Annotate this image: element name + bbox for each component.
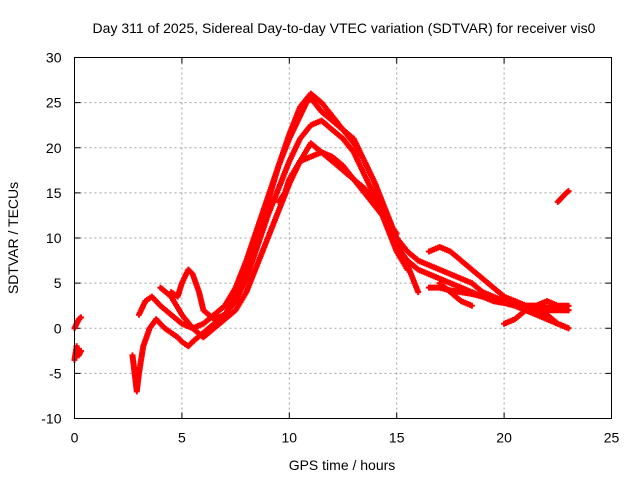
y-tick-label: 5: [54, 275, 62, 291]
series-track-7: [275, 149, 400, 237]
series-track-10: [436, 280, 475, 309]
series-track-2: [71, 314, 84, 332]
y-tick-label: -5: [49, 365, 62, 381]
plot-frame: [74, 57, 612, 419]
y-tick-label: 20: [46, 140, 62, 156]
y-tick-label: 0: [54, 320, 62, 336]
series-track-6: [157, 140, 422, 341]
chart-title: Day 311 of 2025, Sidereal Day-to-day VTE…: [93, 20, 596, 36]
series-track-12: [554, 188, 572, 205]
data-point: [393, 230, 400, 237]
x-tick-label: 15: [389, 430, 405, 446]
data-point: [415, 289, 422, 296]
y-axis-ticks: -10 -5 0 5 10 15 20 25 30: [41, 50, 612, 427]
y-tick-label: 15: [46, 185, 62, 201]
grid-lines: [74, 57, 612, 419]
y-tick-label: -10: [41, 411, 61, 427]
data-point: [565, 188, 572, 195]
x-tick-label: 10: [282, 430, 298, 446]
x-tick-label: 20: [496, 430, 512, 446]
data-point: [565, 302, 572, 309]
y-tick-label: 25: [46, 95, 62, 111]
series-track-11: [501, 298, 572, 327]
x-axis-ticks: 0 5 10 15 20 25: [71, 57, 620, 446]
x-tick-label: 25: [604, 430, 620, 446]
data-point: [77, 314, 84, 321]
y-tick-label: 30: [46, 50, 62, 66]
y-axis-label: SDTVAR / TECUs: [5, 182, 21, 294]
x-tick-label: 0: [71, 430, 79, 446]
data-point: [77, 347, 84, 354]
data-points: [71, 90, 572, 395]
x-tick-label: 5: [178, 430, 186, 446]
data-point: [565, 325, 572, 332]
data-point: [468, 302, 475, 309]
x-axis-label: GPS time / hours: [289, 457, 396, 473]
series-track-1: [71, 343, 84, 363]
y-tick-label: 10: [46, 230, 62, 246]
